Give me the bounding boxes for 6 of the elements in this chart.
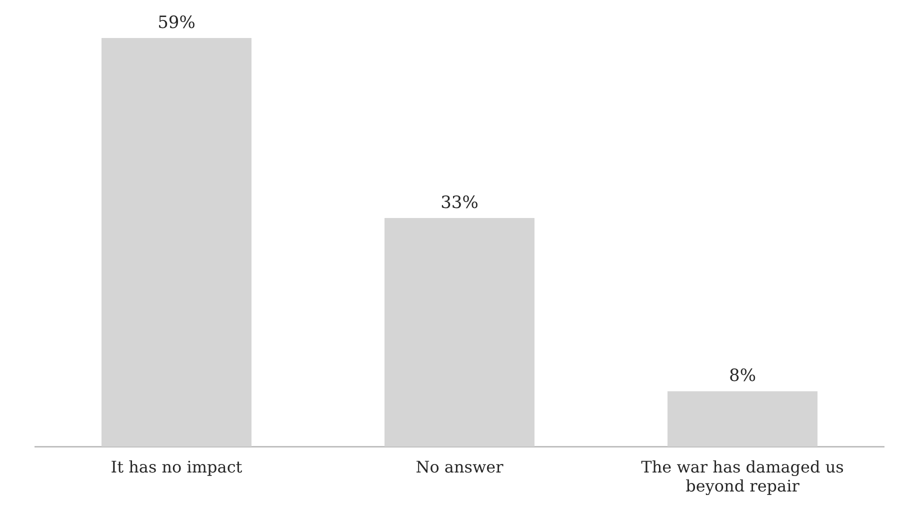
data-label: 59% [158,12,196,33]
x-tick-label: No answer [416,457,504,476]
data-label: 8% [729,366,756,386]
x-tick-label: The war has damaged us beyond repair [641,457,844,496]
data-label: 33% [440,192,478,213]
x-tick-label: It has no impact [110,457,243,476]
